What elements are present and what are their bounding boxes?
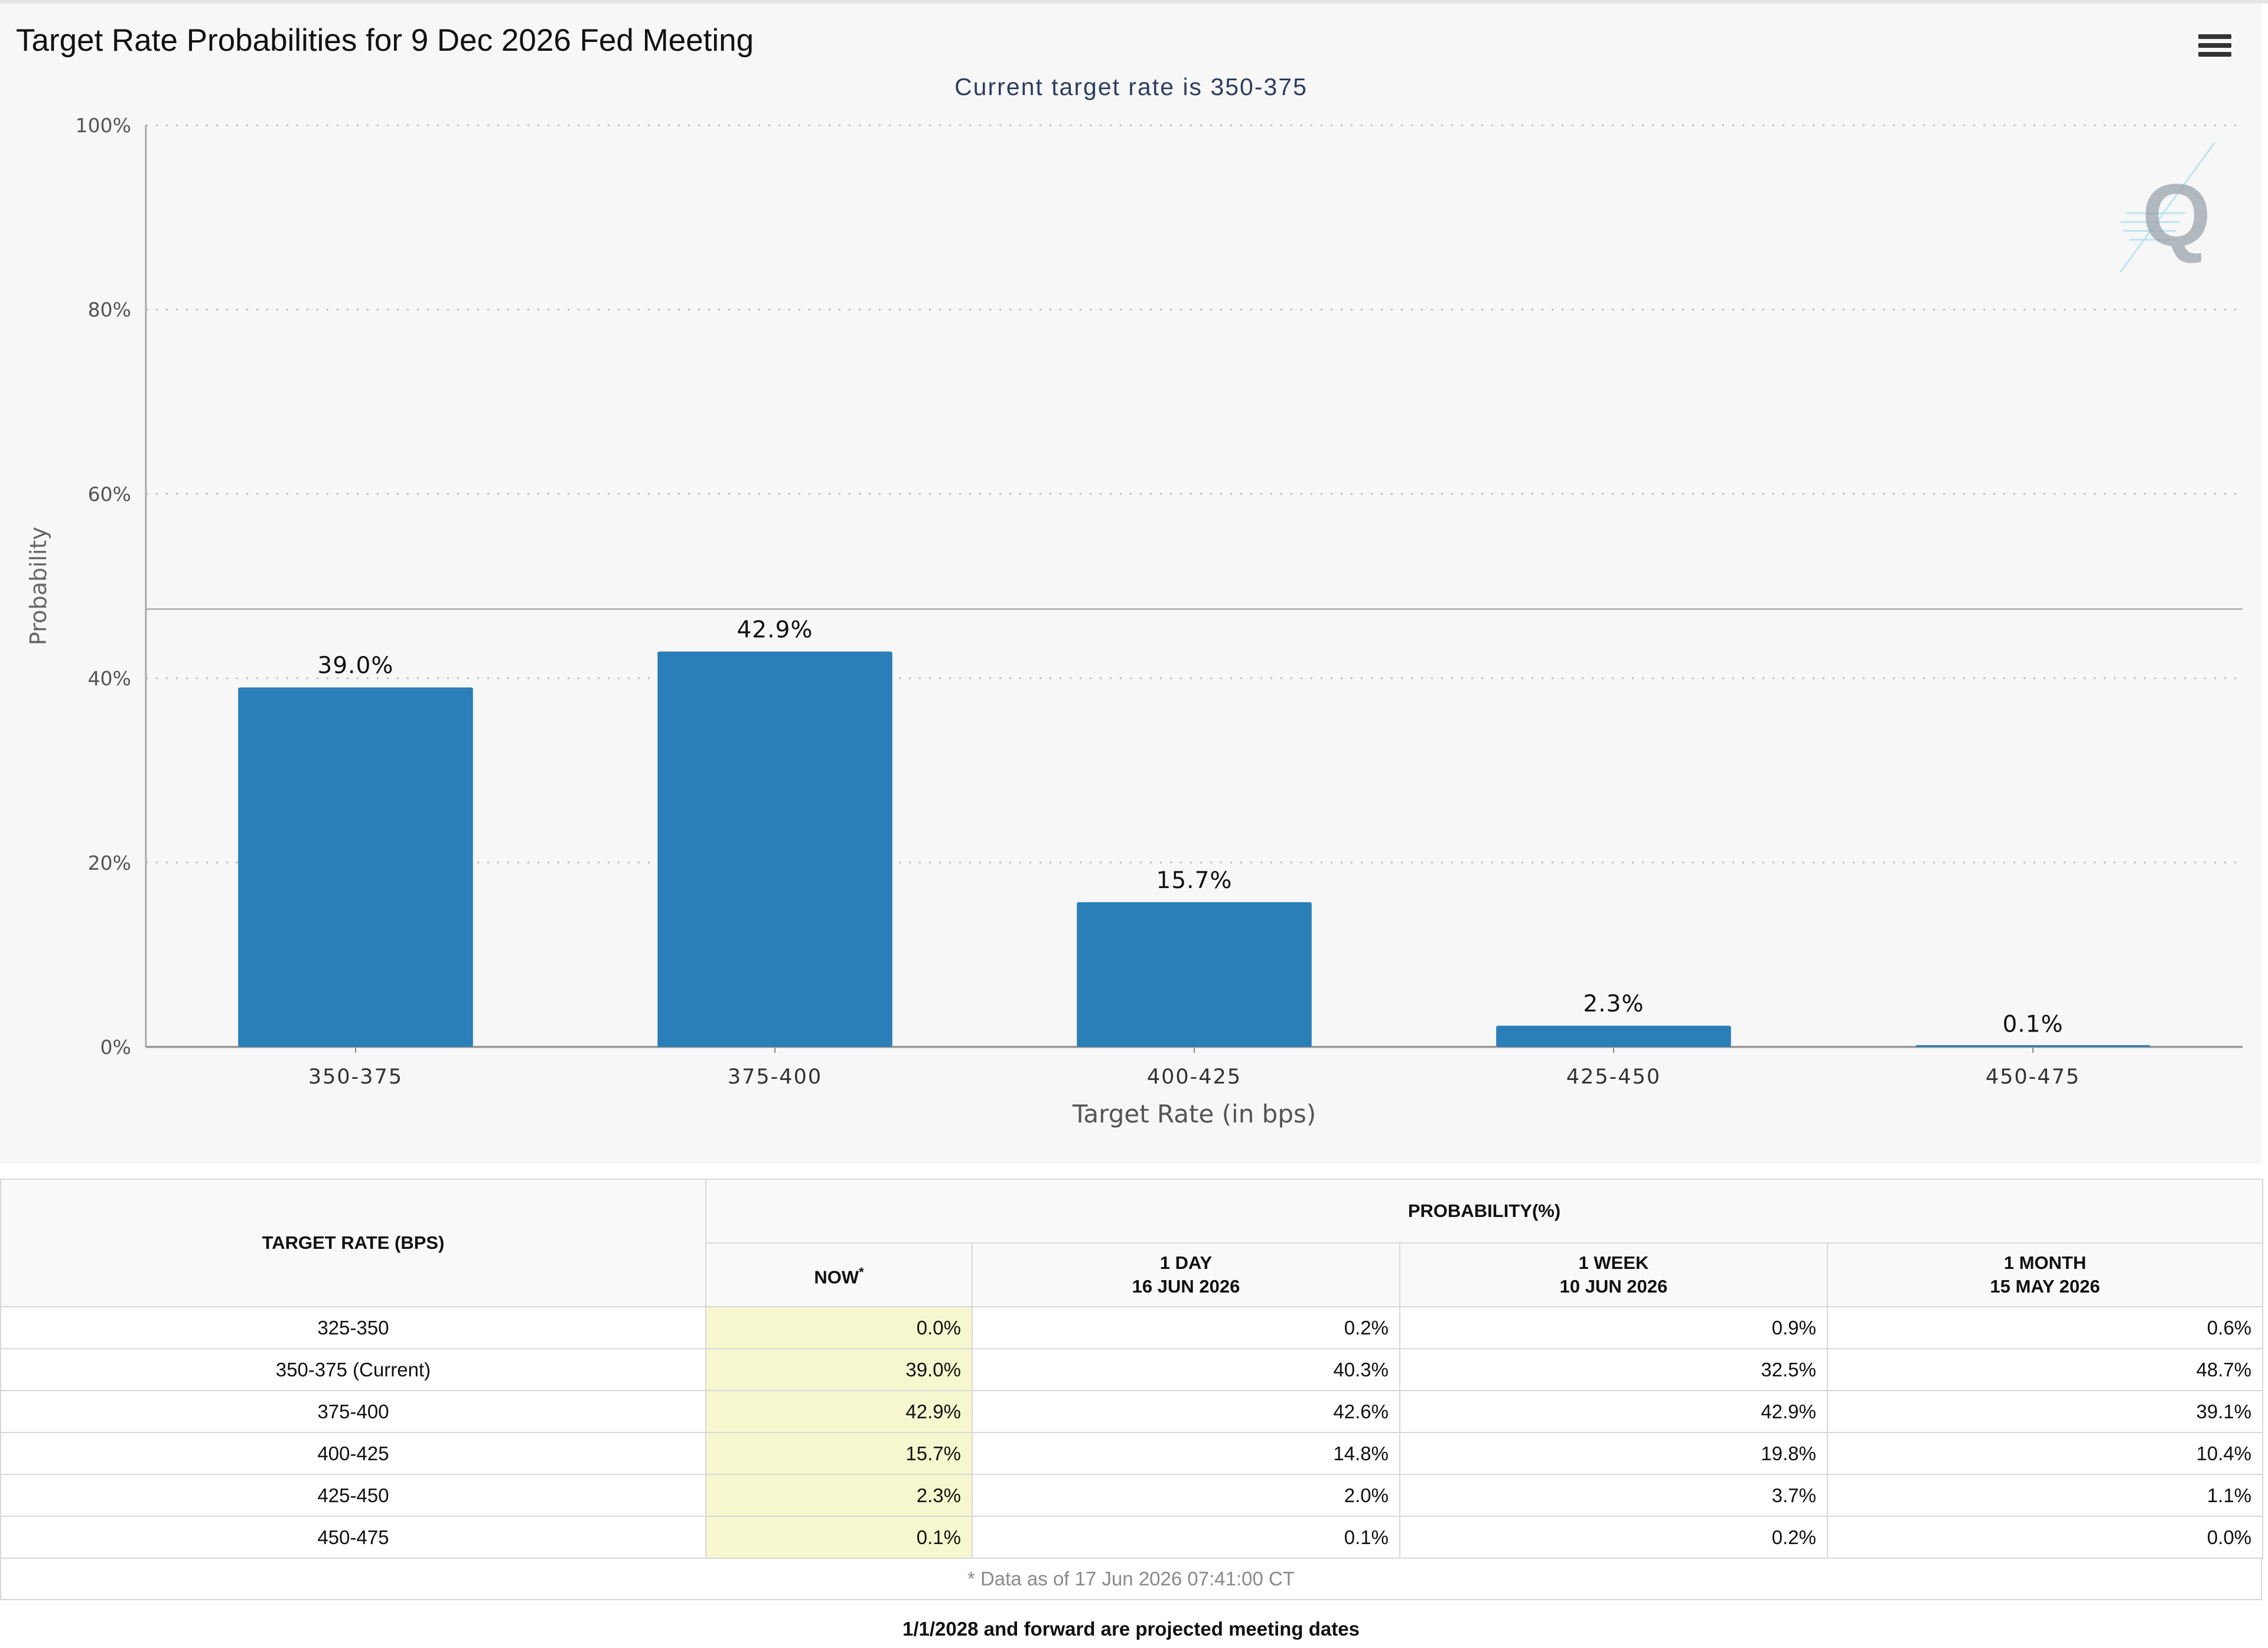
header-probability: PROBABILITY(%) xyxy=(705,1179,2264,1244)
probability-table-container: TARGET RATE (BPS) PROBABILITY(%) NOW* 1 D… xyxy=(0,1179,2264,1600)
chart-subtitle: Current target rate is 350-375 xyxy=(954,73,1308,100)
y-tick-label: 20% xyxy=(88,851,131,874)
x-tick-label: 350-375 xyxy=(308,1065,403,1089)
y-tick-label: 40% xyxy=(88,667,131,690)
bar xyxy=(1915,1045,2150,1047)
table-row: 400-425 15.7% 14.8% 19.8% 10.4% xyxy=(0,1432,2264,1475)
column-header: 1 DAY 16 JUN 2026 xyxy=(972,1242,1400,1307)
probability-cell: 0.2% xyxy=(972,1306,1400,1349)
x-tick-label: 400-425 xyxy=(1147,1065,1241,1089)
probability-cell: 42.6% xyxy=(972,1390,1400,1433)
rate-cell: 400-425 xyxy=(0,1432,706,1475)
probability-cell: 39.1% xyxy=(1826,1390,2264,1433)
column-header-date: 16 JUN 2026 xyxy=(1132,1276,1240,1297)
x-tick-label: 375-400 xyxy=(728,1065,822,1089)
bar-data-label: 2.3% xyxy=(1583,991,1644,1017)
column-header-label: 1 MONTH xyxy=(2003,1252,2087,1273)
probability-cell: 0.1% xyxy=(705,1516,973,1559)
table-row: 375-400 42.9% 42.6% 42.9% 39.1% xyxy=(0,1390,2264,1433)
column-header: 1 WEEK 10 JUN 2026 xyxy=(1399,1242,1828,1307)
probability-cell: 0.9% xyxy=(1399,1306,1828,1349)
probability-cell: 40.3% xyxy=(972,1348,1400,1391)
probability-cell: 1.1% xyxy=(1826,1474,2264,1517)
rate-cell: 350-375 (Current) xyxy=(0,1348,706,1391)
projected-dates-note: 1/1/2028 and forward are projected meeti… xyxy=(902,1618,1360,1640)
rate-cell: 375-400 xyxy=(0,1390,706,1433)
table-row: 350-375 (Current) 39.0% 40.3% 32.5% 48.7% xyxy=(0,1348,2264,1391)
bar xyxy=(1077,902,1312,1047)
top-border xyxy=(0,0,2268,4)
y-axis-title: Probability xyxy=(25,527,51,645)
svg-text:Q: Q xyxy=(2142,165,2211,265)
rate-cell: 450-475 xyxy=(0,1516,706,1559)
bar xyxy=(238,687,473,1047)
bar-data-label: 39.0% xyxy=(318,652,394,679)
probability-cell: 10.4% xyxy=(1826,1432,2264,1475)
header-target-rate: TARGET RATE (BPS) xyxy=(0,1179,706,1307)
x-axis-title: Target Rate (in bps) xyxy=(1072,1099,1317,1128)
y-tick-label: 0% xyxy=(100,1036,131,1059)
table-row: 450-475 0.1% 0.1% 0.2% 0.0% xyxy=(0,1516,2264,1559)
probability-cell: 19.8% xyxy=(1399,1432,1828,1475)
data-timestamp-note: * Data as of 17 Jun 2026 07:41:00 CT xyxy=(0,1559,2262,1600)
y-tick-label: 80% xyxy=(88,298,131,321)
probability-cell: 2.3% xyxy=(705,1474,973,1517)
y-tick-label: 100% xyxy=(76,114,131,137)
probability-cell: 42.9% xyxy=(1399,1390,1828,1433)
chart-title: Target Rate Probabilities for 9 Dec 2026… xyxy=(16,23,754,58)
rate-cell: 325-350 xyxy=(0,1306,706,1349)
rate-cell: 425-450 xyxy=(0,1474,706,1517)
bar-data-label: 0.1% xyxy=(2002,1011,2063,1037)
bar xyxy=(657,651,892,1047)
bar-data-label: 15.7% xyxy=(1156,867,1233,894)
probability-cell: 42.9% xyxy=(705,1390,973,1433)
column-header-date: 15 MAY 2026 xyxy=(1990,1276,2100,1297)
probability-bar-chart: 0% 20% 40% 60% 80% 100% 39.0% 350-375 42.9% 375-4… xyxy=(25,114,2243,1128)
table-row: 425-450 2.3% 2.0% 3.7% 1.1% xyxy=(0,1474,2264,1517)
probability-cell: 3.7% xyxy=(1399,1474,1828,1517)
column-header-label: NOW xyxy=(814,1267,859,1288)
table-row: 325-350 0.0% 0.2% 0.9% 0.6% xyxy=(0,1306,2264,1349)
probability-cell: 32.5% xyxy=(1399,1348,1828,1391)
probability-cell: 0.0% xyxy=(1826,1516,2264,1559)
bar xyxy=(1496,1026,1731,1047)
quikstrike-q-logo: Q xyxy=(2119,142,2216,273)
probability-cell: 0.6% xyxy=(1826,1306,2264,1349)
column-header-footnote-marker: * xyxy=(859,1264,864,1280)
probability-cell: 0.1% xyxy=(972,1516,1400,1559)
probability-cell: 48.7% xyxy=(1826,1348,2264,1391)
probability-table: TARGET RATE (BPS) PROBABILITY(%) NOW* 1 D… xyxy=(0,1179,2264,1559)
probability-cell: 2.0% xyxy=(972,1474,1400,1517)
bar-data-label: 42.9% xyxy=(737,616,813,643)
column-header: 1 MONTH 15 MAY 2026 xyxy=(1826,1242,2264,1307)
probability-cell: 39.0% xyxy=(705,1348,973,1391)
chart-panel: 0% 20% 40% 60% 80% 100% 39.0% 350-375 42.9% 375-4… xyxy=(0,4,2262,1163)
y-tick-label: 60% xyxy=(88,482,131,505)
probability-cell: 0.2% xyxy=(1399,1516,1828,1559)
hamburger-menu-icon[interactable] xyxy=(2198,34,2231,63)
column-header-label: 1 WEEK xyxy=(1578,1252,1649,1273)
column-header-date: 10 JUN 2026 xyxy=(1559,1276,1668,1297)
probability-cell: 0.0% xyxy=(705,1306,973,1349)
column-header: NOW* xyxy=(705,1242,973,1307)
probability-cell: 14.8% xyxy=(972,1432,1400,1475)
column-header-label: 1 DAY xyxy=(1159,1252,1213,1273)
x-tick-label: 450-475 xyxy=(1986,1065,2080,1089)
probability-cell: 15.7% xyxy=(705,1432,973,1475)
x-tick-label: 425-450 xyxy=(1566,1065,1661,1089)
